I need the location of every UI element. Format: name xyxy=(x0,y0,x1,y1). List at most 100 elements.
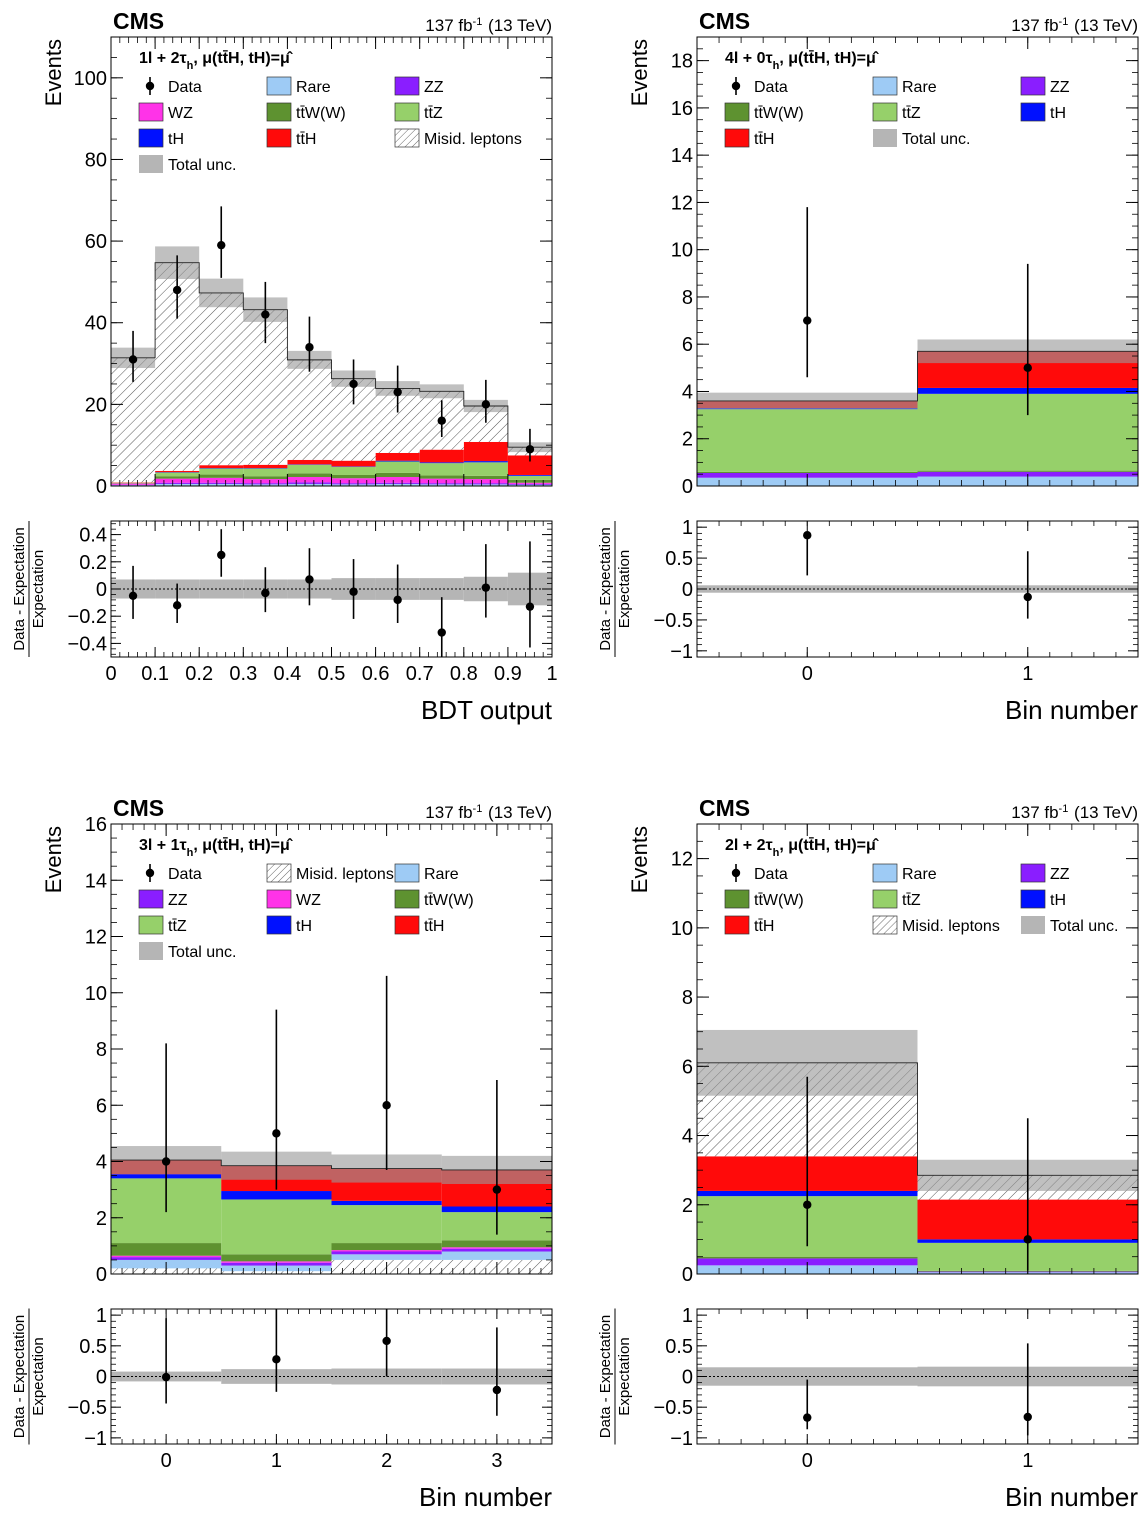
legend-swatch xyxy=(266,76,292,96)
stack-bar-ttw-w--3 xyxy=(243,476,288,480)
stack-bar-ttz-4 xyxy=(287,464,332,474)
legend-item-ttz: tt̄Z xyxy=(872,102,921,122)
ytick-label-3: 6 xyxy=(96,1095,107,1117)
ratio-point-0 xyxy=(161,1372,171,1382)
legend-label: Total unc. xyxy=(902,131,970,148)
ytick-label-1: 2 xyxy=(96,1208,107,1230)
stack-bar-ttw-w--4 xyxy=(287,473,332,478)
ytick-label-5: 100 xyxy=(74,68,107,90)
legend-swatch xyxy=(872,889,898,909)
ratio-ytick-label-2: 0 xyxy=(682,1367,693,1389)
legend-swatch xyxy=(394,863,420,883)
x-axis-label: BDT output xyxy=(421,695,553,725)
ratio-point-0 xyxy=(803,1413,812,1422)
stack-bar-wz-1 xyxy=(155,478,200,483)
stack-bar-ttz-6 xyxy=(375,461,420,473)
stack-bar-zz-6 xyxy=(375,482,420,484)
ytick-label-3: 60 xyxy=(85,231,107,253)
data-point-3 xyxy=(261,310,270,319)
stack-bar-rare-9 xyxy=(507,484,552,486)
legend-item-ttw-w-: tt̄W(W) xyxy=(724,889,804,909)
stack-bar-wz-4 xyxy=(287,477,332,483)
stack-bar-rare-3 xyxy=(441,1251,552,1260)
ratio-plot-area xyxy=(111,529,552,657)
cms-label: CMS xyxy=(113,8,164,34)
stack-bar-tth-3 xyxy=(243,464,288,469)
stack-bar-tth-5 xyxy=(331,460,376,467)
stack-bar-ttw-w--1 xyxy=(917,470,1138,472)
stack-bar-ttw-w--7 xyxy=(419,475,464,479)
ytick-label-1: 2 xyxy=(682,1195,693,1217)
ratio-point-7 xyxy=(437,628,446,637)
ratio-ytick-label-2: 0 xyxy=(96,579,107,601)
data-point-0 xyxy=(161,1157,171,1166)
ratio-unc-band-7 xyxy=(419,578,464,600)
ytick-label-1: 20 xyxy=(85,394,107,416)
legend-marker-data-dot xyxy=(731,81,741,91)
legend-swatch xyxy=(1021,916,1045,934)
legend-item-rare: Rare xyxy=(266,76,331,96)
legend-swatch xyxy=(873,129,897,147)
legend-item-th: tH xyxy=(138,128,184,148)
stack-bar-wz-0 xyxy=(111,1255,222,1258)
legend: 1l + 2τh, μ(tt̄H, tH)=μ̂ Data Rare ZZ WZ tt̄W… xyxy=(138,49,522,174)
ratio-ytick-label-1: −0.5 xyxy=(654,1397,693,1419)
y-axis-label: Events xyxy=(41,826,66,893)
stack-bar-ttz-8 xyxy=(463,462,508,476)
stack-bar-ttz-2 xyxy=(199,468,244,475)
stack-bar-zz-1 xyxy=(155,482,200,484)
stack-bar-ttw-w--1 xyxy=(155,476,200,479)
stack-bar-tth-4 xyxy=(287,459,332,465)
stack-bar-th-6 xyxy=(375,460,420,462)
ratio-label-bottom: Expectation xyxy=(30,550,47,628)
ratio-ytick-label-2: 0 xyxy=(96,1367,107,1389)
xtick-label-9: 0.9 xyxy=(494,663,522,685)
legend-label: tH xyxy=(1050,105,1066,122)
ytick-label-4: 8 xyxy=(96,1039,107,1061)
ratio-unc-band-2 xyxy=(199,579,244,599)
ratio-point-2 xyxy=(217,550,226,560)
xtick-label-0: 0 xyxy=(105,663,116,685)
stack-bar-tth-8 xyxy=(463,441,508,462)
ratio-point-1 xyxy=(1023,592,1032,602)
stack-bar-rare-7 xyxy=(419,484,464,486)
legend-item-tth: tt̄H xyxy=(724,128,774,148)
stack-bar-tth-6 xyxy=(375,452,420,461)
data-point-0 xyxy=(803,1200,812,1209)
ratio-label-bottom: Expectation xyxy=(616,1337,633,1415)
stack-bar-ttz-7 xyxy=(419,463,464,476)
ratio-label-bottom: Expectation xyxy=(616,550,633,628)
ratio-point-0 xyxy=(803,531,812,540)
cms-label: CMS xyxy=(113,795,164,821)
ratio-point-4 xyxy=(305,575,314,584)
stack-bar-zz-2 xyxy=(331,1251,442,1255)
legend-item-rare: Rare xyxy=(872,863,937,883)
legend-item-zz: ZZ xyxy=(138,889,188,909)
legend-label: Misid. leptons xyxy=(296,866,394,883)
ratio-point-0 xyxy=(128,591,138,600)
stack-bar-wz-2 xyxy=(331,1250,442,1252)
legend-swatch xyxy=(394,102,420,122)
stack-bar-ttz-2 xyxy=(331,1205,442,1244)
stack-bar-ttw-w--1 xyxy=(221,1254,332,1262)
legend-label: tt̄H xyxy=(754,918,774,935)
stack-bar-ttz-9 xyxy=(507,475,552,480)
legend-item-total-unc-: Total unc. xyxy=(139,155,236,174)
legend-swatch xyxy=(266,915,292,935)
stack-bar-rare-5 xyxy=(331,484,376,486)
legend-item-misid-leptons: Misid. leptons xyxy=(266,863,394,883)
ratio-point-2 xyxy=(382,1336,391,1346)
legend-swatch xyxy=(266,102,292,122)
ratio-ytick-label-1: −0.2 xyxy=(68,606,107,628)
ratio-plot-area xyxy=(111,1309,552,1416)
xtick-label-1: 1 xyxy=(1022,663,1033,685)
stack-bar-th-1 xyxy=(221,1191,332,1200)
legend-swatch xyxy=(724,889,750,909)
x-axis-label: Bin number xyxy=(419,1482,552,1512)
legend-swatch xyxy=(1020,76,1046,96)
legend-swatch xyxy=(138,889,164,909)
ratio-point-5 xyxy=(349,587,358,596)
stack-bar-ttw-w--6 xyxy=(375,472,420,478)
ratio-point-1 xyxy=(272,1355,281,1364)
